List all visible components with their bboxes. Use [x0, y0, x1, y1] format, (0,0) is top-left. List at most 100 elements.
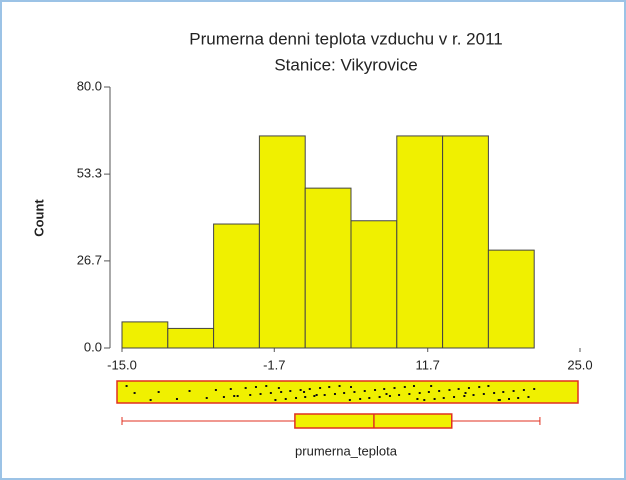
chart-title: Prumerna denni teplota vzduchu v r. 2011 — [189, 29, 502, 48]
dot — [502, 391, 505, 393]
dot — [517, 397, 520, 399]
bar — [396, 135, 444, 349]
dot — [363, 390, 366, 392]
x-tick-label: 11.7 — [416, 357, 440, 372]
dot — [280, 391, 283, 393]
dot — [343, 392, 346, 394]
dot — [254, 386, 257, 388]
bar — [304, 187, 352, 349]
dot — [149, 399, 152, 401]
dot — [383, 388, 386, 390]
dot — [433, 398, 436, 400]
dot — [222, 396, 225, 398]
dot — [497, 399, 500, 401]
dot — [378, 396, 381, 398]
dot — [205, 397, 208, 399]
chart-subtitle: Stanice: Vikyrovice — [274, 55, 417, 74]
dot — [478, 386, 481, 388]
dot — [269, 392, 272, 394]
dot — [442, 397, 445, 399]
dot — [308, 388, 311, 390]
dot — [388, 395, 391, 397]
dot — [467, 387, 470, 389]
dot — [522, 389, 525, 391]
dot — [304, 396, 307, 398]
bar — [258, 135, 306, 349]
dot — [374, 389, 377, 391]
dot — [265, 385, 268, 387]
dot — [229, 388, 232, 390]
dot — [368, 397, 371, 399]
bar — [487, 249, 535, 349]
dot — [412, 385, 415, 387]
dot — [284, 398, 287, 400]
dot — [125, 385, 128, 387]
dot — [472, 394, 475, 396]
dot — [512, 390, 515, 392]
x-tick-label: -15.0 — [107, 357, 137, 372]
dot — [430, 385, 433, 387]
dot — [259, 393, 262, 395]
dot — [274, 399, 277, 401]
dot — [427, 391, 430, 393]
y-tick-label: 80.0 — [77, 78, 102, 93]
bar — [121, 321, 169, 349]
dot — [313, 395, 316, 397]
dot — [385, 393, 388, 395]
bar — [213, 223, 260, 349]
dot — [438, 390, 441, 392]
dot — [527, 396, 530, 398]
dot — [338, 385, 341, 387]
dot — [398, 394, 401, 396]
dot — [233, 395, 236, 397]
dot — [359, 398, 362, 400]
dot — [319, 387, 322, 389]
x-tick-label: -1.7 — [263, 357, 285, 372]
dot — [463, 395, 466, 397]
dot — [277, 387, 280, 389]
x-axis-label: prumerna_teplota — [295, 443, 398, 458]
dot — [448, 389, 451, 391]
dot — [133, 392, 136, 394]
dot — [157, 391, 160, 393]
dot — [464, 392, 467, 394]
dot — [423, 399, 426, 401]
dot — [453, 396, 456, 398]
dot — [493, 392, 496, 394]
y-tick-label: 0.0 — [84, 339, 102, 354]
dot — [348, 399, 351, 401]
dot — [533, 388, 536, 390]
dot — [416, 398, 419, 400]
dot — [350, 386, 352, 388]
dot — [403, 386, 406, 388]
bar — [167, 327, 215, 349]
dot — [188, 390, 191, 392]
dot — [508, 398, 511, 400]
dot — [333, 393, 336, 395]
dot — [295, 397, 298, 399]
dot — [249, 394, 252, 396]
dot — [175, 398, 178, 400]
dot — [353, 391, 356, 393]
dot — [393, 387, 396, 389]
bar — [350, 220, 398, 349]
dot — [418, 392, 421, 394]
dot — [457, 388, 460, 390]
y-tick-label: 53.3 — [77, 166, 102, 181]
y-tick-label: 26.7 — [77, 252, 102, 267]
dot — [482, 393, 485, 395]
dot — [328, 386, 331, 388]
dot — [299, 389, 302, 391]
dot-strip — [116, 380, 579, 404]
bar — [442, 135, 489, 349]
dot — [323, 394, 326, 396]
dot — [303, 391, 306, 393]
dot — [408, 393, 411, 395]
x-tick-label: 25.0 — [567, 357, 592, 372]
dot — [289, 390, 292, 392]
dot — [236, 395, 239, 397]
dot — [244, 387, 247, 389]
dot — [214, 389, 217, 391]
y-axis-label: Count — [31, 199, 46, 237]
